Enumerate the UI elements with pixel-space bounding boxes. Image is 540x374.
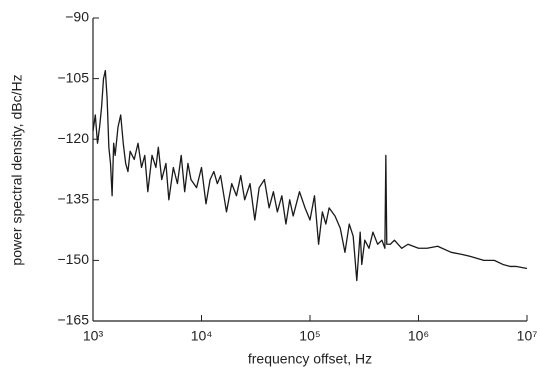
data-line — [92, 69, 528, 282]
y-tick-label: −150 — [57, 251, 89, 267]
x-tick-label: 10⁴ — [191, 328, 213, 344]
x-tick-label: 10⁵ — [299, 328, 320, 344]
y-axis-label: power spectral density, dBc/Hz — [9, 74, 25, 265]
x-tick-label: 10³ — [83, 328, 104, 344]
y-tick-label: −105 — [57, 69, 89, 85]
x-tick-label: 10⁷ — [517, 328, 538, 344]
y-tick-label: −165 — [57, 312, 89, 328]
x-axis-label: frequency offset, Hz — [248, 351, 372, 367]
y-tick-label: −90 — [65, 9, 89, 25]
y-tick-label: −135 — [57, 191, 89, 207]
x-tick-label: 10⁶ — [408, 328, 429, 344]
y-tick-label: −120 — [57, 130, 89, 146]
